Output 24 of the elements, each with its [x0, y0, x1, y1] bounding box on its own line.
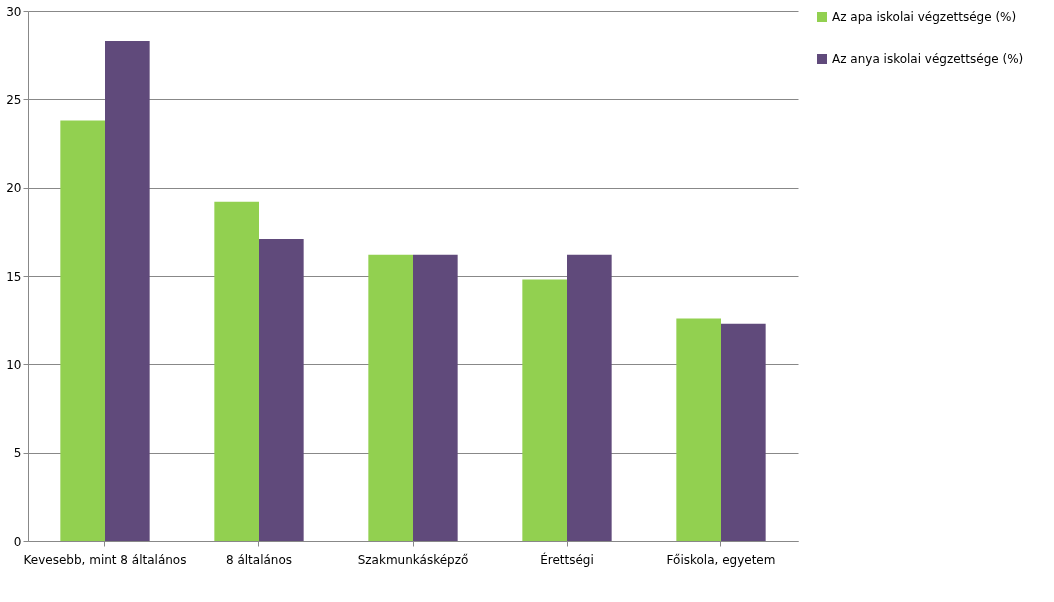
bar	[259, 238, 304, 541]
bar	[105, 41, 150, 541]
x-tick-label: 8 általános	[225, 552, 293, 567]
x-tick-label: Főiskola, egyetem	[666, 552, 776, 567]
legend-label: Az apa iskolai végzettsége (%)	[832, 10, 1017, 24]
bar	[522, 279, 567, 541]
x-tick-label: Érettségi	[540, 551, 594, 567]
bar	[60, 120, 105, 541]
legend-label: Az anya iskolai végzettsége (%)	[832, 52, 1024, 66]
bar	[368, 254, 413, 541]
y-tick-label: 20	[6, 181, 22, 196]
bar	[676, 318, 721, 541]
y-tick-label: 25	[6, 92, 22, 107]
y-tick-label: 30	[6, 4, 22, 19]
y-tick-label: 10	[6, 357, 22, 372]
bar	[214, 201, 259, 541]
y-tick-label: 0	[13, 534, 22, 549]
bar	[721, 323, 766, 541]
x-tick-label: Kevesebb, mint 8 általános	[23, 552, 187, 567]
bar	[413, 254, 458, 541]
x-tick-label: Szakmunkásképző	[357, 552, 469, 567]
y-tick-label: 5	[13, 446, 22, 461]
y-tick-label: 15	[6, 269, 22, 284]
bar	[567, 254, 612, 541]
